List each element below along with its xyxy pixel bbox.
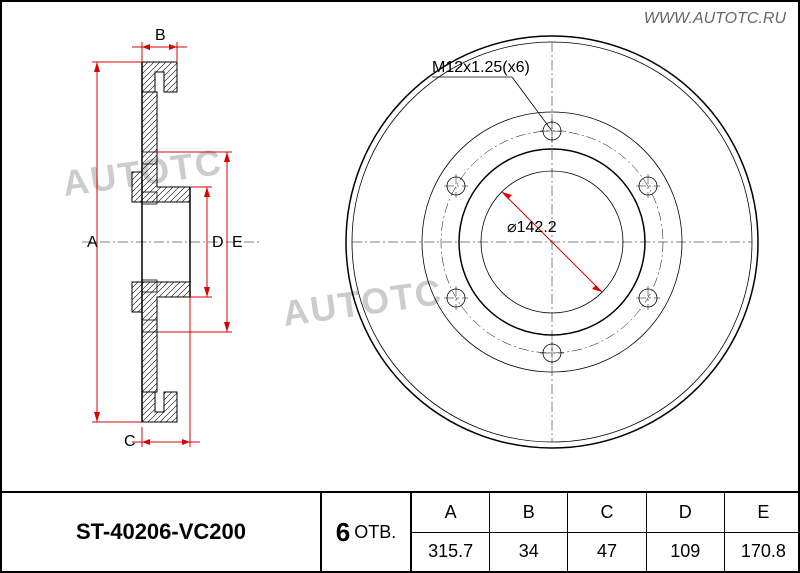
dim-label-c: C — [124, 433, 136, 450]
dim-header-a: A — [412, 493, 490, 532]
dim-header-row: A B C D E — [412, 493, 800, 533]
dim-header-e: E — [725, 493, 800, 532]
dim-value-e: 170.8 — [725, 533, 800, 572]
dim-label-e: E — [232, 234, 243, 251]
part-number: ST-40206-VC200 — [2, 493, 322, 571]
dim-label-b: B — [155, 27, 166, 44]
dim-value-c: 47 — [568, 533, 646, 572]
dim-value-d: 109 — [647, 533, 725, 572]
holes-count: 6 ОТВ. — [322, 493, 412, 571]
dimension-table: ST-40206-VC200 6 ОТВ. A B C D E 315.7 34… — [2, 491, 800, 571]
cross-section-view: A B C D E — [82, 32, 262, 452]
dim-header-c: C — [568, 493, 646, 532]
dim-header-b: B — [490, 493, 568, 532]
dim-header-d: D — [647, 493, 725, 532]
dim-value-row: 315.7 34 47 109 170.8 — [412, 533, 800, 572]
front-view: M12x1.25(x6) ⌀142.2 — [332, 22, 772, 462]
bore-diameter: ⌀142.2 — [507, 219, 557, 236]
thread-spec: M12x1.25(x6) — [432, 59, 530, 76]
dim-label-a: A — [87, 234, 98, 251]
drawing-area: A B C D E — [12, 12, 792, 492]
url-stamp: WWW.AUTOTC.RU — [644, 10, 786, 28]
dim-value-b: 34 — [490, 533, 568, 572]
dim-value-a: 315.7 — [412, 533, 490, 572]
dim-label-d: D — [212, 234, 224, 251]
